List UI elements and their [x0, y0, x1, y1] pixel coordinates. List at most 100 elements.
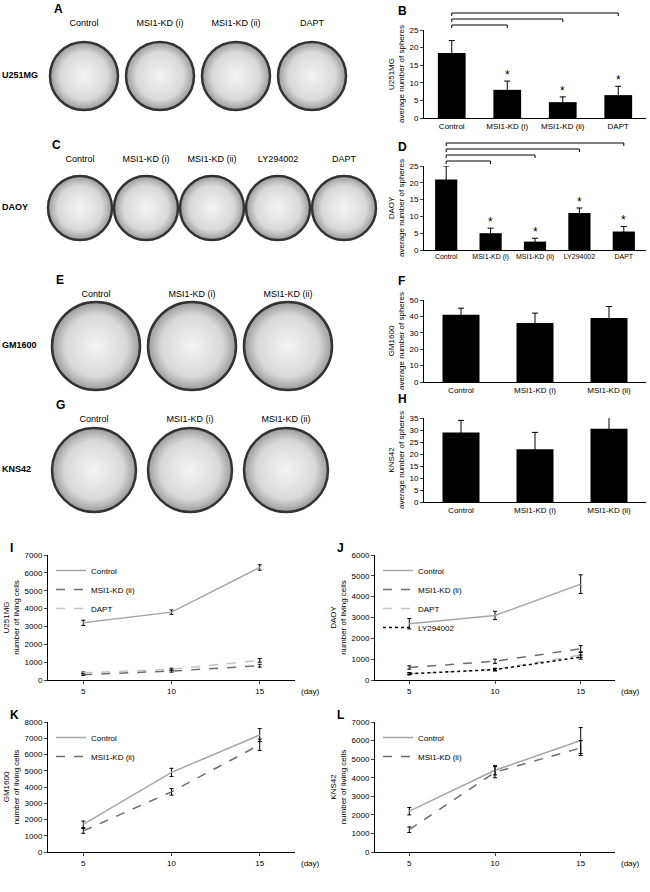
svg-text:0: 0: [414, 378, 419, 387]
svg-text:6000: 6000: [25, 569, 43, 578]
svg-text:LY294002: LY294002: [418, 624, 454, 633]
svg-text:3000: 3000: [25, 622, 43, 631]
svg-text:40: 40: [409, 312, 418, 321]
svg-text:30: 30: [409, 426, 418, 435]
svg-text:J: J: [337, 541, 344, 555]
svg-text:5000: 5000: [352, 755, 370, 764]
svg-text:0: 0: [365, 848, 370, 857]
svg-text:Control: Control: [448, 506, 474, 515]
svg-text:GM1600number of living cells: GM1600number of living cells: [2, 750, 21, 825]
svg-text:10: 10: [491, 859, 500, 868]
svg-text:3000: 3000: [352, 613, 370, 622]
svg-text:MSI1-KD (i): MSI1-KD (i): [123, 154, 170, 164]
svg-text:E: E: [56, 273, 64, 287]
svg-text:15: 15: [409, 462, 418, 471]
svg-text:MSI1-KD (ii): MSI1-KD (ii): [91, 586, 135, 595]
svg-text:GM1600: GM1600: [2, 340, 37, 350]
svg-text:7000: 7000: [25, 734, 43, 743]
svg-text:Control: Control: [81, 289, 110, 299]
svg-text:LY294002: LY294002: [564, 253, 596, 260]
svg-text:Control: Control: [418, 734, 444, 743]
svg-text:MSI1-KD (ii): MSI1-KD (ii): [91, 753, 135, 762]
svg-text:MSI1-KD (ii): MSI1-KD (ii): [587, 386, 631, 395]
svg-text:GM1600average number of sphere: GM1600average number of spheres: [387, 292, 406, 390]
svg-text:(day): (day): [301, 687, 320, 696]
svg-text:5000: 5000: [352, 572, 370, 581]
svg-text:15: 15: [255, 687, 264, 696]
svg-text:10: 10: [409, 79, 418, 88]
svg-text:15: 15: [576, 859, 585, 868]
svg-text:*: *: [577, 195, 582, 209]
svg-text:15: 15: [255, 859, 264, 868]
svg-text:*: *: [560, 84, 565, 98]
svg-text:6000: 6000: [352, 736, 370, 745]
svg-text:0: 0: [38, 848, 43, 857]
svg-text:10: 10: [167, 859, 176, 868]
svg-text:MSI1-KD (ii): MSI1-KD (ii): [212, 18, 261, 28]
svg-text:Control: Control: [439, 122, 465, 131]
svg-text:4000: 4000: [25, 604, 43, 613]
svg-text:1000: 1000: [352, 829, 370, 838]
svg-text:Control: Control: [418, 567, 444, 576]
svg-text:20: 20: [409, 179, 418, 188]
svg-text:15: 15: [409, 195, 418, 204]
svg-text:2000: 2000: [25, 640, 43, 649]
svg-text:20: 20: [409, 43, 418, 52]
svg-text:10: 10: [409, 212, 418, 221]
svg-text:5: 5: [414, 229, 419, 238]
svg-text:Control: Control: [435, 253, 458, 260]
svg-text:U251MG: U251MG: [2, 70, 38, 80]
svg-text:DAPT: DAPT: [332, 154, 357, 164]
svg-text:Control: Control: [69, 18, 98, 28]
svg-text:H: H: [398, 392, 407, 406]
svg-text:A: A: [54, 2, 63, 16]
svg-text:(day): (day): [621, 859, 640, 868]
svg-text:MSI1-KD (i): MSI1-KD (i): [137, 18, 184, 28]
svg-text:35: 35: [409, 414, 418, 423]
svg-text:DAPT: DAPT: [418, 605, 439, 614]
svg-text:U251MGnumber of living cells: U251MGnumber of living cells: [2, 580, 21, 655]
svg-text:G: G: [56, 398, 65, 412]
svg-text:2000: 2000: [352, 634, 370, 643]
svg-text:5: 5: [407, 859, 412, 868]
svg-text:4000: 4000: [352, 592, 370, 601]
svg-text:KNS42average number of spheres: KNS42average number of spheres: [387, 411, 406, 509]
svg-text:30: 30: [409, 329, 418, 338]
svg-text:10: 10: [409, 361, 418, 370]
svg-text:1000: 1000: [352, 655, 370, 664]
svg-text:I: I: [10, 541, 13, 555]
svg-text:*: *: [533, 225, 538, 239]
svg-text:0: 0: [365, 676, 370, 685]
svg-text:(day): (day): [621, 687, 640, 696]
svg-text:*: *: [616, 73, 621, 87]
svg-text:DAPT: DAPT: [608, 122, 629, 131]
svg-text:MSI1-KD (i): MSI1-KD (i): [486, 122, 528, 131]
svg-text:2000: 2000: [25, 815, 43, 824]
svg-text:(day): (day): [301, 859, 320, 868]
svg-text:10: 10: [167, 687, 176, 696]
svg-text:L: L: [337, 708, 344, 722]
svg-text:K: K: [10, 708, 19, 722]
svg-text:Control: Control: [91, 567, 117, 576]
svg-text:DAOYnumber of living cells: DAOYnumber of living cells: [329, 580, 348, 655]
svg-text:DAPT: DAPT: [91, 605, 112, 614]
svg-text:MSI1-KD (i): MSI1-KD (i): [169, 289, 216, 299]
svg-text:2000: 2000: [352, 811, 370, 820]
svg-text:DAOYaverage number of spheres: DAOYaverage number of spheres: [387, 159, 406, 257]
svg-text:0: 0: [414, 114, 419, 123]
svg-text:F: F: [398, 274, 405, 288]
svg-text:DAOY: DAOY: [2, 202, 28, 212]
svg-text:50: 50: [409, 296, 418, 305]
svg-text:25: 25: [409, 26, 418, 35]
svg-text:0: 0: [414, 246, 419, 255]
svg-text:MSI1-KD (ii): MSI1-KD (ii): [264, 289, 313, 299]
svg-text:0: 0: [414, 498, 419, 507]
svg-text:20: 20: [409, 345, 418, 354]
svg-text:10: 10: [409, 474, 418, 483]
svg-text:7000: 7000: [25, 551, 43, 560]
svg-text:Control: Control: [65, 154, 94, 164]
svg-text:5000: 5000: [25, 767, 43, 776]
svg-text:U251MGaverage number of sphere: U251MGaverage number of spheres: [387, 25, 406, 123]
svg-text:7000: 7000: [352, 718, 370, 727]
svg-text:6000: 6000: [25, 750, 43, 759]
